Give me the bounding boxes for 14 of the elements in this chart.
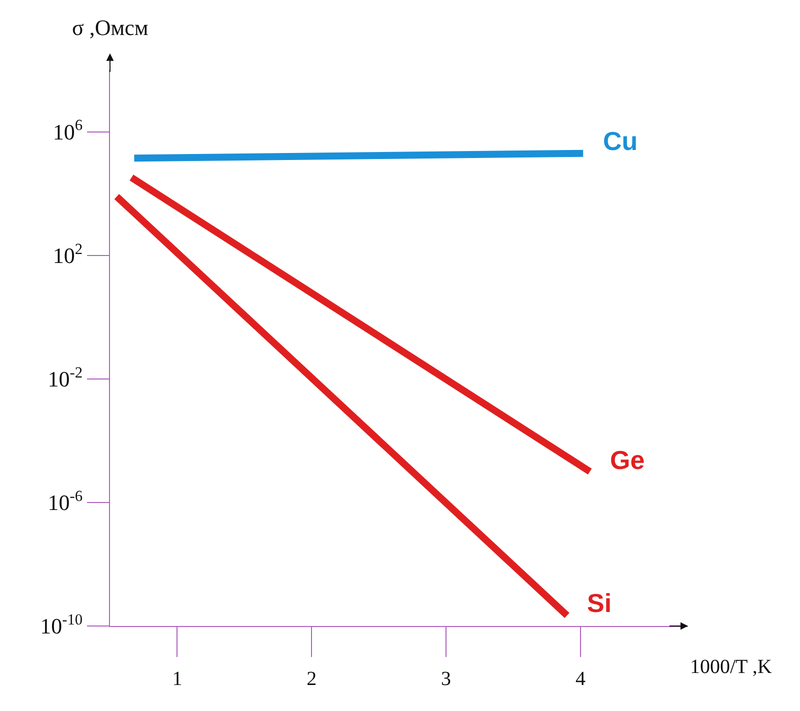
x-tick-label: 2 [306, 668, 317, 690]
y-tick-label: 10$^{-10}$ [40, 611, 83, 639]
y-tick-label: 10$^{-2}$ [48, 364, 83, 392]
x-tick-label: 3 [441, 668, 452, 690]
y-tick-label: 10$^{2}$ [52, 240, 83, 268]
x-tick-label: 1 [172, 668, 182, 690]
series-label: Ge [610, 445, 645, 475]
y-axis-title: σ ,Омсм [72, 15, 148, 40]
series-label: Si [587, 588, 612, 618]
series-label: Cu [603, 126, 638, 156]
y-tick-label: 10$^{-6}$ [48, 488, 83, 516]
x-axis-title: 1000/T ,K [690, 656, 772, 678]
y-tick-label: 10$^{6}$ [52, 117, 83, 144]
x-tick-label: 4 [575, 668, 586, 690]
